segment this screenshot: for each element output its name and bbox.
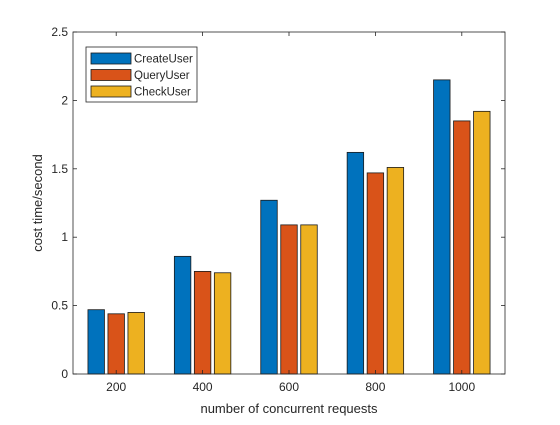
legend-label-createuser: CreateUser bbox=[134, 54, 193, 66]
bar-createuser-1000 bbox=[433, 79, 451, 375]
y-tick-label: 0.5 bbox=[51, 299, 68, 313]
bar-queryuser-1000 bbox=[453, 120, 471, 375]
y-tick-label: 0 bbox=[61, 367, 68, 381]
x-tick-label: 400 bbox=[193, 380, 213, 394]
legend-swatch-queryuser bbox=[90, 69, 132, 81]
y-tick-label: 1 bbox=[61, 230, 68, 244]
y-tick-label: 2 bbox=[61, 93, 68, 107]
bar-checkuser-200 bbox=[127, 312, 145, 375]
bar-checkuser-800 bbox=[386, 167, 405, 375]
legend: CreateUser QueryUser CheckUser bbox=[85, 46, 198, 103]
bar-checkuser-1000 bbox=[473, 110, 491, 375]
x-tick-label: 800 bbox=[365, 380, 385, 394]
bar-checkuser-400 bbox=[213, 272, 232, 375]
y-axis-title: cost time/second bbox=[30, 154, 45, 252]
bar-createuser-200 bbox=[87, 309, 105, 375]
bar-queryuser-400 bbox=[193, 270, 212, 375]
bar-queryuser-600 bbox=[280, 224, 298, 375]
x-axis-title: number of concurrent requests bbox=[200, 401, 378, 416]
bar-queryuser-200 bbox=[107, 313, 125, 375]
x-tick-label: 1000 bbox=[448, 380, 475, 394]
x-tick-label: 600 bbox=[279, 380, 299, 394]
bar-createuser-800 bbox=[346, 151, 365, 375]
bars-layer bbox=[87, 79, 491, 375]
bar-queryuser-800 bbox=[366, 172, 385, 375]
legend-items: CreateUser QueryUser CheckUser bbox=[90, 52, 193, 99]
x-tick-label: 200 bbox=[106, 380, 126, 394]
y-tick-label: 1.5 bbox=[51, 162, 68, 176]
legend-swatch-checkuser bbox=[90, 85, 132, 98]
legend-label-queryuser: QueryUser bbox=[134, 70, 190, 82]
bar-createuser-400 bbox=[173, 255, 192, 375]
legend-label-checkuser: CheckUser bbox=[134, 87, 191, 99]
y-tick-label: 2.5 bbox=[51, 25, 68, 39]
ticks-layer: 200 400 600 800 1000 0 0.5 1 1.5 2 2.5 bbox=[51, 25, 505, 394]
bar-createuser-600 bbox=[260, 199, 278, 375]
bar-checkuser-600 bbox=[300, 224, 318, 375]
legend-swatch-createuser bbox=[90, 52, 132, 65]
